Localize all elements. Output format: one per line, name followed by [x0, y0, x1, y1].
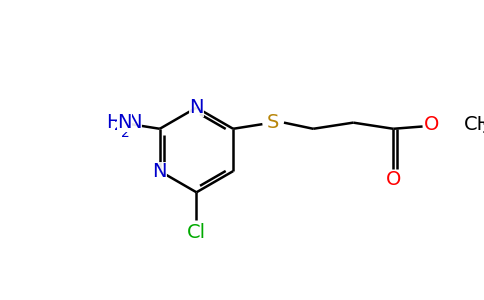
Text: 2: 2: [121, 126, 130, 140]
Text: N: N: [117, 113, 132, 132]
Text: 3: 3: [482, 122, 484, 136]
Text: H: H: [104, 113, 118, 132]
Text: N: N: [189, 98, 204, 117]
Text: Cl: Cl: [187, 223, 206, 242]
Text: 2: 2: [114, 119, 122, 134]
Text: H: H: [106, 113, 121, 132]
Text: CH: CH: [464, 116, 484, 134]
Text: N: N: [152, 162, 167, 181]
Text: N: N: [127, 113, 142, 132]
Text: S: S: [267, 113, 279, 132]
Text: O: O: [386, 170, 401, 189]
Text: O: O: [424, 116, 439, 134]
